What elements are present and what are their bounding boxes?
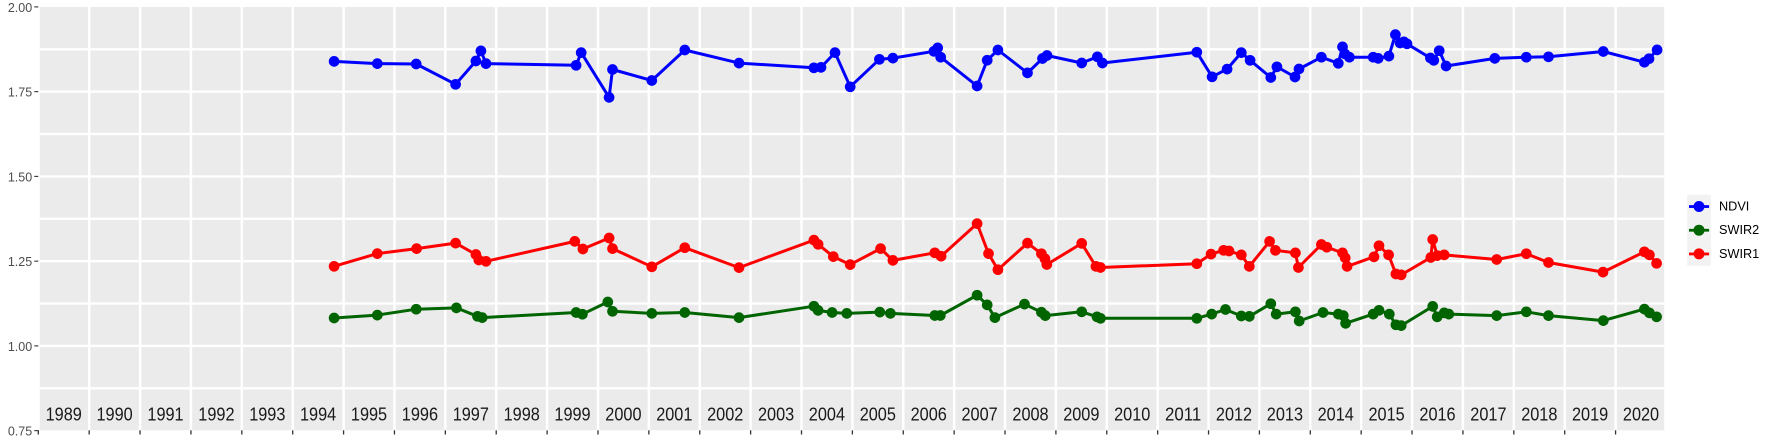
- svg-text:2006: 2006: [911, 404, 947, 424]
- svg-text:2002: 2002: [707, 404, 743, 424]
- svg-text:1.25: 1.25: [8, 255, 32, 269]
- svg-text:2.00: 2.00: [8, 1, 32, 15]
- svg-text:2020: 2020: [1623, 404, 1659, 424]
- svg-text:2003: 2003: [758, 404, 794, 424]
- svg-text:2012: 2012: [1216, 404, 1252, 424]
- svg-text:SWIR1: SWIR1: [1719, 247, 1759, 261]
- svg-text:2019: 2019: [1572, 404, 1608, 424]
- svg-text:1.50: 1.50: [8, 170, 32, 184]
- svg-text:1991: 1991: [147, 404, 183, 424]
- svg-text:2000: 2000: [605, 404, 641, 424]
- svg-text:SWIR2: SWIR2: [1719, 223, 1759, 237]
- svg-text:1995: 1995: [351, 404, 387, 424]
- svg-text:0.75: 0.75: [8, 425, 32, 439]
- svg-text:2017: 2017: [1470, 404, 1506, 424]
- svg-text:2008: 2008: [1012, 404, 1048, 424]
- svg-text:1994: 1994: [300, 404, 336, 424]
- svg-text:2013: 2013: [1267, 404, 1303, 424]
- svg-text:1998: 1998: [504, 404, 540, 424]
- svg-text:2009: 2009: [1063, 404, 1099, 424]
- svg-text:1989: 1989: [46, 404, 82, 424]
- svg-text:1992: 1992: [198, 404, 234, 424]
- svg-text:2011: 2011: [1165, 404, 1201, 424]
- svg-text:2004: 2004: [809, 404, 845, 424]
- svg-text:2015: 2015: [1369, 404, 1405, 424]
- svg-text:2007: 2007: [962, 404, 998, 424]
- svg-text:1993: 1993: [249, 404, 285, 424]
- svg-text:2016: 2016: [1419, 404, 1455, 424]
- svg-text:1.00: 1.00: [8, 340, 32, 354]
- svg-text:NDVI: NDVI: [1719, 200, 1749, 214]
- svg-text:2005: 2005: [860, 404, 896, 424]
- svg-text:1990: 1990: [97, 404, 133, 424]
- svg-text:1997: 1997: [453, 404, 489, 424]
- svg-text:2001: 2001: [656, 404, 692, 424]
- svg-text:2010: 2010: [1114, 404, 1150, 424]
- svg-text:1996: 1996: [402, 404, 438, 424]
- svg-text:1999: 1999: [554, 404, 590, 424]
- svg-text:1.75: 1.75: [8, 86, 32, 100]
- svg-text:2014: 2014: [1318, 404, 1354, 424]
- svg-text:2018: 2018: [1521, 404, 1557, 424]
